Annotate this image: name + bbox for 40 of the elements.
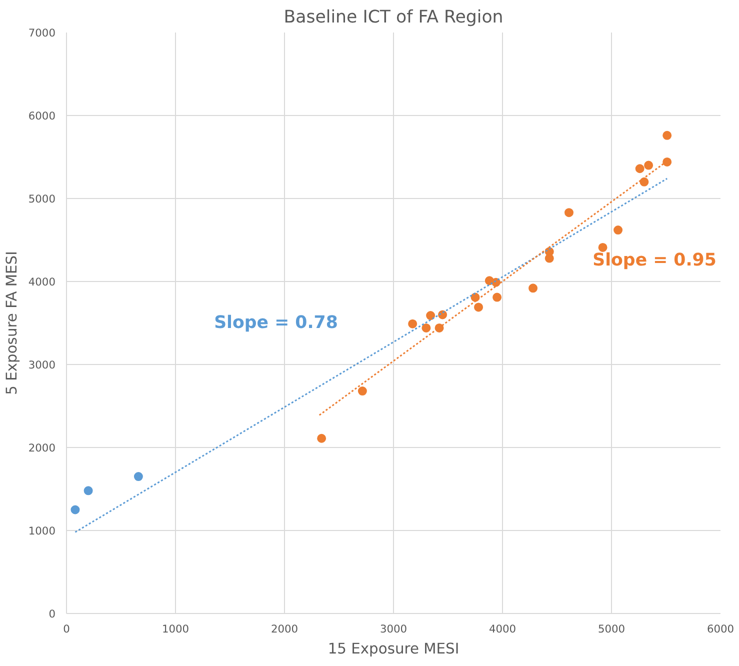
- y-tick-label: 2000: [28, 442, 56, 454]
- point: [317, 434, 326, 443]
- point: [474, 302, 484, 312]
- y-tick-label: 3000: [28, 358, 56, 372]
- point: [544, 254, 554, 263]
- point: [134, 472, 143, 482]
- x-axis-title: 15 Exposure MESI: [328, 640, 460, 658]
- point: [614, 226, 623, 235]
- point: [528, 284, 538, 293]
- x-tick-label: 6000: [706, 622, 734, 636]
- x-tick-label: 3000: [380, 622, 408, 636]
- point: [644, 160, 654, 170]
- x-tick-label: 4000: [488, 622, 516, 636]
- point: [492, 292, 502, 302]
- y-tick-label: 7000: [28, 26, 56, 40]
- point: [598, 242, 608, 252]
- point: [662, 157, 672, 166]
- point: [426, 311, 436, 320]
- x-tick-label: 2000: [270, 622, 298, 636]
- point: [84, 486, 93, 496]
- chart-title: Baseline ICT of FA Region: [284, 8, 504, 28]
- y-axis-title: 5 Exposure FA MESI: [3, 251, 20, 395]
- point: [422, 323, 431, 332]
- point: [635, 164, 644, 174]
- x-tick-label: 0: [63, 622, 70, 636]
- x-tick-label: 5000: [598, 622, 626, 636]
- x-tick-label: 1000: [162, 622, 190, 636]
- point: [640, 177, 649, 186]
- point: [408, 319, 418, 328]
- point: [70, 505, 80, 514]
- point: [662, 130, 672, 140]
- point: [358, 386, 367, 396]
- y-tick-label: 6000: [28, 110, 56, 122]
- y-tick-label: 1000: [28, 524, 56, 538]
- y-tick-label: 5000: [28, 192, 56, 206]
- y-tick-label: 4000: [28, 276, 56, 288]
- y-tick-label: 0: [48, 608, 56, 620]
- point: [564, 208, 574, 218]
- annotation: Slope = 0.95: [592, 250, 716, 270]
- annotation: Slope = 0.78: [214, 313, 338, 334]
